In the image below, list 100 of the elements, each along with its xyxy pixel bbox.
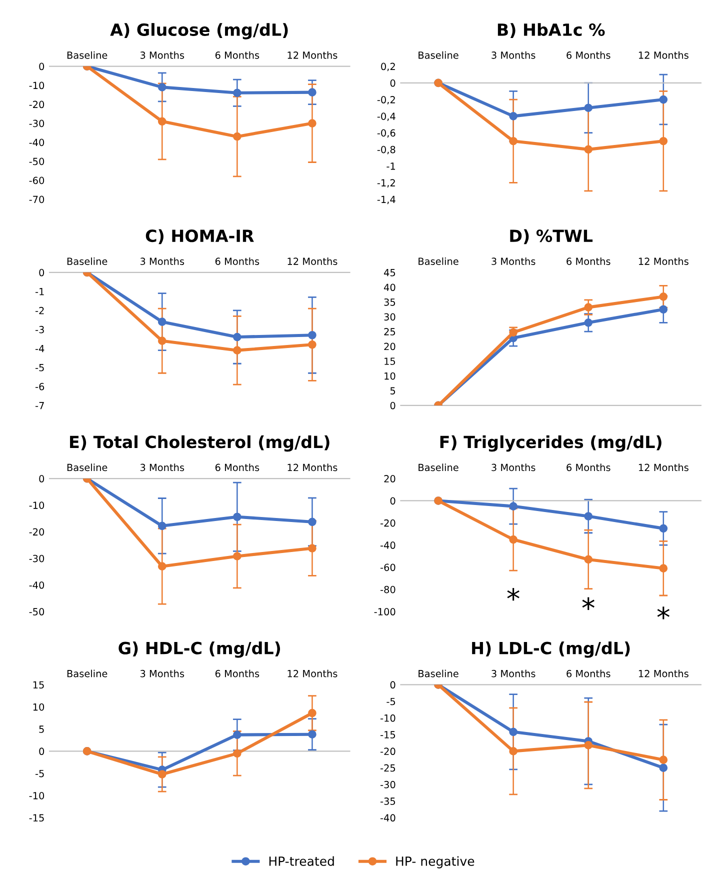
x-tick-label: 12 Months [288, 257, 338, 265]
y-tick-label: -10 [29, 502, 44, 510]
y-tick-label: 25 [384, 328, 396, 336]
x-tick-label: 3 Months [140, 257, 184, 265]
y-tick-label: -1 [35, 288, 44, 296]
y-tick-label: 0 [39, 748, 44, 756]
y-tick-label: 40 [384, 284, 396, 292]
x-tick-label: 6 Months [566, 670, 610, 678]
y-tick-label: -5 [386, 698, 396, 706]
y-tick-label: -0,4 [377, 112, 396, 121]
annotation: * [657, 606, 670, 620]
y-tick-label: 30 [384, 313, 396, 321]
x-tick-label: 3 Months [140, 670, 184, 678]
y-tick-label: -4 [35, 345, 44, 352]
y-tick-label: -2 [35, 306, 44, 314]
x-tick-label: 6 Months [566, 51, 610, 59]
chart-title: H) LDL-C (mg/dL) [472, 641, 630, 658]
y-tick-label: -60 [380, 564, 396, 572]
y-tick-label: -70 [29, 196, 44, 204]
y-tick-label: -40 [29, 581, 44, 589]
y-tick-label: -15 [29, 814, 44, 822]
y-tick-label: -20 [380, 748, 396, 756]
x-tick-label: Baseline [418, 464, 458, 472]
y-tick-label: 10 [384, 372, 396, 380]
x-tick-label: 3 Months [140, 464, 184, 472]
x-tick-label: 6 Months [566, 464, 610, 472]
x-tick-label: Baseline [67, 464, 108, 472]
x-tick-label: 12 Months [638, 464, 688, 472]
y-tick-label: -10 [29, 82, 44, 90]
x-tick-label: 12 Months [288, 51, 338, 59]
y-tick-label: -50 [29, 608, 44, 616]
x-tick-label: 12 Months [638, 51, 688, 59]
y-tick-label: -25 [380, 764, 396, 772]
y-tick-label: 0 [39, 268, 44, 276]
chart-title: G) HDL-C (mg/dL) [118, 641, 280, 658]
y-tick-label: 5 [39, 726, 44, 733]
x-tick-label: 6 Months [215, 257, 260, 265]
y-tick-label: -1,2 [377, 179, 395, 188]
y-tick-label: 35 [384, 298, 396, 306]
y-tick-label: -20 [29, 100, 44, 108]
y-tick-label: 20 [384, 475, 396, 482]
y-tick-label: 0,2 [381, 62, 395, 72]
y-tick-label: -15 [380, 731, 396, 738]
x-tick-label: 3 Months [140, 51, 184, 59]
y-tick-label: -5 [35, 364, 44, 372]
y-tick-label: -35 [380, 798, 396, 805]
y-tick-label: 0 [390, 402, 396, 410]
y-tick-label: -10 [380, 714, 396, 722]
y-tick-label: -40 [29, 138, 44, 146]
y-tick-label: 20 [384, 342, 396, 350]
y-tick-label: 0 [390, 79, 396, 87]
legend-label: HP-treated [269, 856, 334, 866]
y-tick-label: -40 [380, 542, 396, 549]
y-tick-label: -1 [386, 162, 395, 170]
x-tick-label: 12 Months [638, 670, 688, 678]
x-tick-label: 12 Months [638, 257, 688, 265]
y-tick-label: -30 [380, 780, 396, 788]
y-tick-label: -3 [35, 326, 44, 334]
y-tick-label: 0 [390, 497, 396, 505]
y-tick-label: -30 [29, 554, 44, 562]
x-tick-label: 12 Months [288, 670, 338, 678]
y-tick-label: -40 [380, 814, 396, 822]
chart-title: E) Total Cholesterol (mg/dL) [70, 435, 330, 452]
x-tick-label: 3 Months [492, 257, 536, 265]
y-tick-label: -5 [35, 770, 44, 778]
x-tick-label: 6 Months [215, 464, 260, 472]
chart-title: D) %TWL [510, 229, 593, 244]
y-tick-label: -20 [29, 528, 44, 536]
x-tick-label: Baseline [67, 51, 108, 59]
x-tick-label: 12 Months [288, 464, 338, 472]
y-tick-label: -50 [29, 158, 44, 166]
chart-title: B) HbA1c % [498, 23, 605, 38]
y-tick-label: 15 [384, 358, 396, 365]
x-tick-label: Baseline [67, 257, 108, 265]
chart-title: C) HOMA-IR [146, 229, 254, 244]
y-tick-label: 0 [39, 475, 44, 482]
y-tick-label: 15 [33, 681, 44, 689]
y-tick-label: -7 [35, 402, 44, 410]
y-tick-label: -6 [35, 382, 44, 390]
chart-title: F) Triglycerides (mg/dL) [440, 435, 662, 452]
x-tick-label: 3 Months [492, 464, 536, 472]
y-tick-label: -1,4 [377, 196, 396, 204]
y-tick-label: 5 [390, 387, 396, 394]
x-tick-label: 6 Months [215, 51, 260, 59]
x-tick-label: Baseline [418, 51, 458, 59]
y-tick-label: 10 [33, 703, 44, 711]
chart-title: A) Glucose (mg/dL) [110, 23, 288, 40]
annotation: * [507, 588, 520, 601]
legend-label: HP- negative [396, 856, 474, 868]
y-tick-label: -100 [374, 608, 396, 616]
y-tick-label: -80 [380, 586, 396, 594]
y-tick-label: -10 [29, 792, 44, 800]
y-tick-label: -60 [29, 176, 44, 184]
x-tick-label: 3 Months [492, 51, 536, 59]
x-tick-label: 6 Months [566, 257, 610, 265]
y-tick-label: 0 [39, 62, 44, 70]
y-tick-label: -0,6 [377, 129, 396, 138]
y-tick-label: -0,8 [377, 146, 396, 154]
y-tick-label: 45 [384, 269, 396, 276]
y-tick-label: -0,2 [377, 96, 395, 104]
